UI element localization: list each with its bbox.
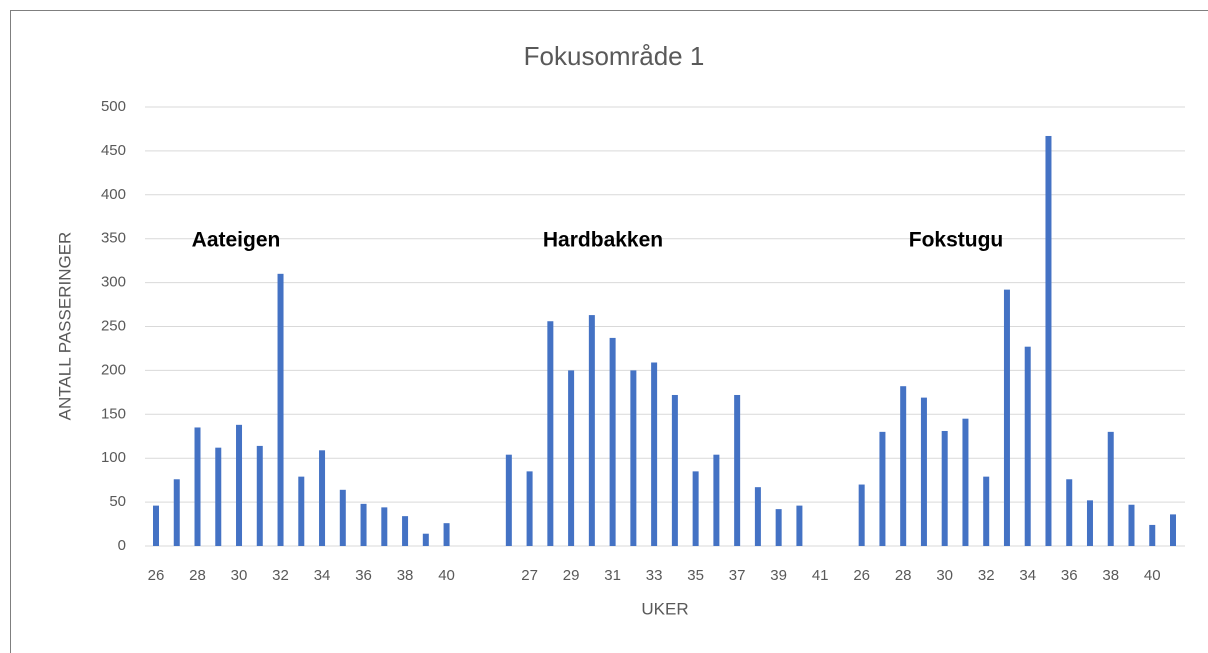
bar (256, 445, 263, 546)
bar (858, 484, 865, 546)
y-tick-label: 250 (101, 317, 126, 334)
annotation: Hardbakken (543, 229, 663, 252)
y-tick-label: 350 (101, 230, 126, 247)
bar (381, 507, 388, 546)
bar (941, 430, 948, 546)
bar (920, 397, 927, 546)
bar (1045, 135, 1052, 546)
x-tick-label: 40 (438, 567, 455, 584)
bar (422, 533, 429, 546)
x-tick-label: 27 (521, 567, 538, 584)
x-tick-label: 28 (189, 567, 206, 584)
x-tick-label: 41 (812, 567, 829, 584)
x-tick-label: 38 (1102, 567, 1119, 584)
annotation: Aateigen (192, 229, 281, 252)
x-tick-label: 39 (770, 567, 787, 584)
x-tick-label: 30 (231, 567, 248, 584)
bar (692, 471, 699, 546)
x-tick-label: 26 (148, 567, 165, 584)
bar (1024, 346, 1031, 546)
x-tick-label: 32 (272, 567, 289, 584)
bar (1003, 289, 1010, 546)
y-tick-label: 450 (101, 142, 126, 159)
bar (568, 370, 575, 546)
bar (298, 476, 305, 546)
x-tick-label: 28 (895, 567, 912, 584)
bar (983, 476, 990, 546)
x-tick-label: 30 (936, 567, 953, 584)
bar (360, 503, 367, 546)
bar (754, 487, 761, 546)
bar (402, 516, 409, 546)
x-tick-label: 40 (1144, 567, 1161, 584)
y-tick-label: 0 (118, 537, 126, 554)
x-tick-label: 37 (729, 567, 746, 584)
bar (796, 505, 803, 546)
bar (1107, 431, 1114, 546)
bar (526, 471, 533, 546)
x-axis-label: UKER (641, 599, 688, 618)
x-tick-label: 34 (314, 567, 331, 584)
y-axis-label: ANTALL PASSERINGER (55, 232, 74, 421)
bar (215, 447, 222, 546)
y-tick-label: 100 (101, 449, 126, 466)
bar (713, 454, 720, 546)
bar (1149, 524, 1156, 546)
bar (630, 370, 637, 546)
x-tick-label: 32 (978, 567, 995, 584)
x-tick-label: 36 (355, 567, 372, 584)
bar (609, 337, 616, 546)
bar (1066, 479, 1073, 546)
y-tick-label: 150 (101, 405, 126, 422)
bar (236, 424, 243, 546)
y-tick-label: 500 (101, 98, 126, 115)
bar (734, 394, 741, 546)
bar (547, 321, 554, 546)
bar (1128, 504, 1135, 546)
bar (900, 386, 907, 546)
bar (194, 427, 201, 546)
bar (443, 523, 450, 546)
y-tick-label: 400 (101, 186, 126, 203)
x-tick-label: 35 (687, 567, 704, 584)
x-tick-label: 29 (563, 567, 580, 584)
bar (775, 509, 782, 546)
y-tick-label: 200 (101, 361, 126, 378)
x-tick-label: 34 (1019, 567, 1036, 584)
bar (671, 394, 678, 546)
bar (505, 454, 512, 546)
bar (277, 273, 284, 546)
bar (1086, 500, 1093, 546)
x-tick-label: 31 (604, 567, 621, 584)
bar (153, 505, 159, 546)
x-tick-label: 26 (853, 567, 870, 584)
bar (173, 479, 180, 546)
bar (588, 315, 595, 546)
y-tick-label: 50 (109, 493, 126, 510)
bar (319, 450, 326, 546)
x-tick-label: 36 (1061, 567, 1078, 584)
bar (339, 489, 346, 546)
bar (651, 362, 658, 546)
bar (879, 431, 886, 546)
chart-title: Fokusområde 1 (524, 41, 705, 71)
bar (962, 418, 969, 546)
annotation: Fokstugu (909, 229, 1004, 252)
y-tick-label: 300 (101, 274, 126, 291)
bar (1170, 514, 1176, 546)
x-tick-label: 33 (646, 567, 663, 584)
x-tick-label: 38 (397, 567, 414, 584)
